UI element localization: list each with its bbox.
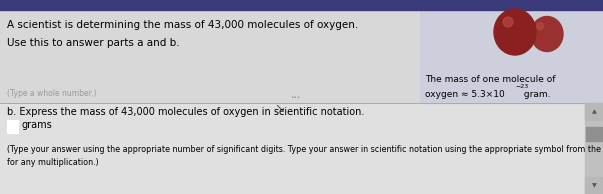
Bar [586, 127, 602, 141]
Ellipse shape [531, 16, 563, 51]
Ellipse shape [503, 17, 513, 27]
Text: for any multiplication.): for any multiplication.) [7, 158, 99, 167]
Bar [585, 103, 603, 194]
Bar [0, 0, 603, 10]
Text: Use this to answer parts a and b.: Use this to answer parts a and b. [7, 38, 180, 48]
Text: (Type your answer using the appropriate number of significant digits. Type your : (Type your answer using the appropriate … [7, 145, 603, 154]
Text: gram.: gram. [521, 90, 551, 99]
Text: b. Express the mass of 43,000 molecules of oxygen in scientific notation.: b. Express the mass of 43,000 molecules … [7, 107, 364, 117]
Text: (Type a whole number.): (Type a whole number.) [7, 89, 96, 98]
Bar [0, 0, 603, 103]
Text: −23: −23 [515, 84, 528, 89]
Bar [585, 103, 603, 120]
Bar [7, 120, 18, 133]
Text: oxygen ≈ 5.3×10: oxygen ≈ 5.3×10 [425, 90, 505, 99]
Text: •••: ••• [290, 95, 300, 100]
Text: ↘: ↘ [275, 102, 285, 115]
Bar [0, 103, 603, 194]
Ellipse shape [537, 23, 543, 29]
Text: A scientist is determining the mass of 43,000 molecules of oxygen.: A scientist is determining the mass of 4… [7, 20, 358, 30]
Bar [512, 28, 548, 36]
Text: grams: grams [22, 120, 52, 130]
Bar [585, 177, 603, 194]
Bar [420, 10, 603, 103]
Text: ▲: ▲ [592, 109, 596, 114]
Text: ▼: ▼ [592, 183, 596, 188]
Text: The mass of one molecule of: The mass of one molecule of [425, 75, 555, 84]
Ellipse shape [494, 9, 536, 55]
